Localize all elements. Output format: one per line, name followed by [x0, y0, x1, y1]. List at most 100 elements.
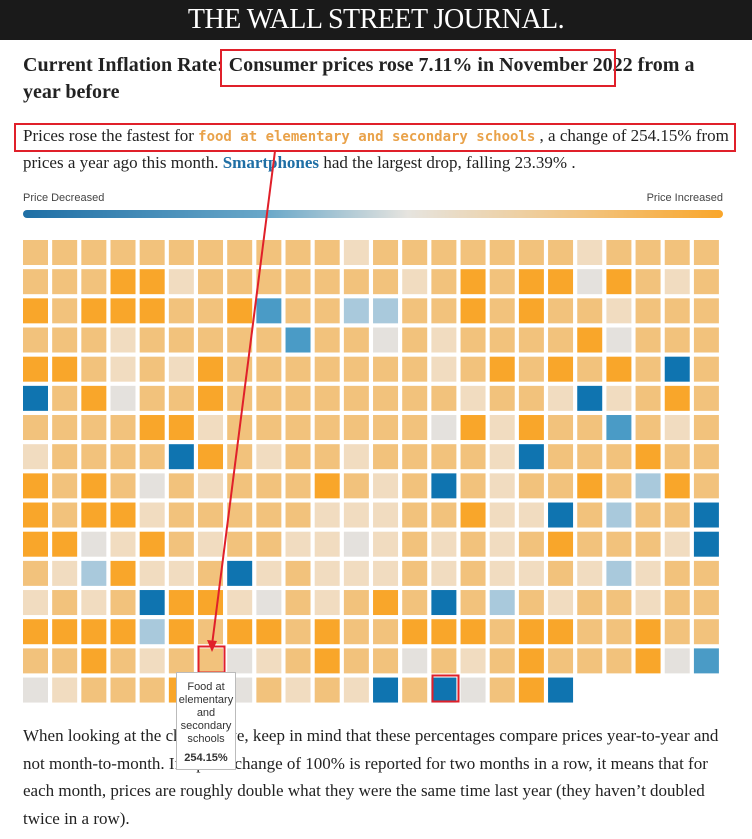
cell[interactable]	[52, 473, 78, 499]
cell[interactable]	[577, 444, 603, 470]
cell[interactable]	[168, 531, 194, 557]
cell[interactable]	[139, 590, 165, 616]
cell[interactable]	[606, 590, 632, 616]
cell[interactable]	[52, 385, 78, 411]
cell[interactable]	[548, 415, 574, 441]
cell[interactable]	[198, 473, 224, 499]
cell[interactable]	[168, 619, 194, 645]
cell[interactable]	[373, 356, 399, 382]
cell[interactable]	[343, 677, 369, 703]
cell[interactable]	[577, 415, 603, 441]
cell[interactable]	[110, 385, 136, 411]
cell[interactable]	[431, 619, 457, 645]
cell[interactable]	[606, 385, 632, 411]
cell[interactable]	[606, 619, 632, 645]
cell[interactable]	[664, 648, 690, 674]
cell[interactable]	[693, 269, 719, 295]
cell[interactable]	[460, 385, 486, 411]
cell[interactable]	[489, 677, 515, 703]
cell[interactable]	[693, 298, 719, 324]
cell[interactable]	[343, 269, 369, 295]
cell[interactable]	[635, 356, 661, 382]
cell[interactable]	[606, 444, 632, 470]
cell[interactable]	[664, 531, 690, 557]
cell[interactable]	[343, 415, 369, 441]
cell[interactable]	[314, 385, 340, 411]
cell[interactable]	[110, 327, 136, 353]
cell[interactable]	[23, 356, 48, 382]
cell[interactable]	[577, 502, 603, 528]
cell[interactable]	[314, 444, 340, 470]
cell[interactable]	[518, 298, 544, 324]
cell[interactable]	[693, 502, 719, 528]
cell[interactable]	[431, 590, 457, 616]
cell[interactable]	[606, 502, 632, 528]
cell[interactable]	[548, 531, 574, 557]
cell[interactable]	[635, 502, 661, 528]
cell[interactable]	[373, 269, 399, 295]
cell[interactable]	[489, 240, 515, 265]
cell[interactable]	[198, 619, 224, 645]
cell[interactable]	[285, 356, 311, 382]
cell[interactable]	[198, 415, 224, 441]
cell[interactable]	[606, 298, 632, 324]
cell[interactable]	[489, 473, 515, 499]
cell[interactable]	[139, 415, 165, 441]
cell[interactable]	[81, 648, 107, 674]
cell[interactable]	[198, 444, 224, 470]
cell[interactable]	[23, 619, 48, 645]
cell[interactable]	[285, 590, 311, 616]
cell[interactable]	[693, 356, 719, 382]
cell[interactable]	[256, 444, 282, 470]
cell[interactable]	[110, 590, 136, 616]
cell[interactable]	[198, 590, 224, 616]
cell[interactable]	[548, 502, 574, 528]
cell[interactable]	[518, 356, 544, 382]
cell[interactable]	[693, 415, 719, 441]
cell[interactable]	[256, 356, 282, 382]
cell[interactable]	[577, 327, 603, 353]
cell[interactable]	[548, 648, 574, 674]
cell[interactable]	[314, 560, 340, 586]
cell[interactable]	[343, 473, 369, 499]
cell[interactable]	[518, 560, 544, 586]
cell[interactable]	[314, 298, 340, 324]
cell[interactable]	[23, 385, 48, 411]
cell[interactable]	[227, 444, 253, 470]
cell[interactable]	[548, 619, 574, 645]
cell[interactable]	[314, 502, 340, 528]
cell[interactable]	[431, 677, 457, 703]
cell[interactable]	[139, 240, 165, 265]
cell[interactable]	[343, 648, 369, 674]
cell[interactable]	[577, 240, 603, 265]
cell[interactable]	[577, 385, 603, 411]
cell[interactable]	[256, 327, 282, 353]
cell[interactable]	[110, 444, 136, 470]
cell[interactable]	[577, 648, 603, 674]
cell[interactable]	[198, 356, 224, 382]
cell[interactable]	[198, 502, 224, 528]
cell[interactable]	[373, 385, 399, 411]
cell[interactable]	[285, 415, 311, 441]
cell[interactable]	[402, 473, 428, 499]
cell[interactable]	[285, 269, 311, 295]
cell[interactable]	[489, 385, 515, 411]
cell[interactable]	[664, 560, 690, 586]
cell[interactable]	[693, 590, 719, 616]
cell[interactable]	[635, 560, 661, 586]
cell[interactable]	[285, 677, 311, 703]
cell[interactable]	[548, 356, 574, 382]
cell[interactable]	[489, 560, 515, 586]
cell[interactable]	[256, 240, 282, 265]
cell[interactable]	[314, 619, 340, 645]
cell[interactable]	[227, 590, 253, 616]
cell[interactable]	[635, 473, 661, 499]
cell[interactable]	[139, 298, 165, 324]
cell[interactable]	[52, 269, 78, 295]
cell[interactable]	[52, 677, 78, 703]
cell[interactable]	[256, 473, 282, 499]
cell[interactable]	[110, 560, 136, 586]
cell[interactable]	[198, 648, 224, 674]
cell[interactable]	[460, 560, 486, 586]
cell[interactable]	[460, 298, 486, 324]
